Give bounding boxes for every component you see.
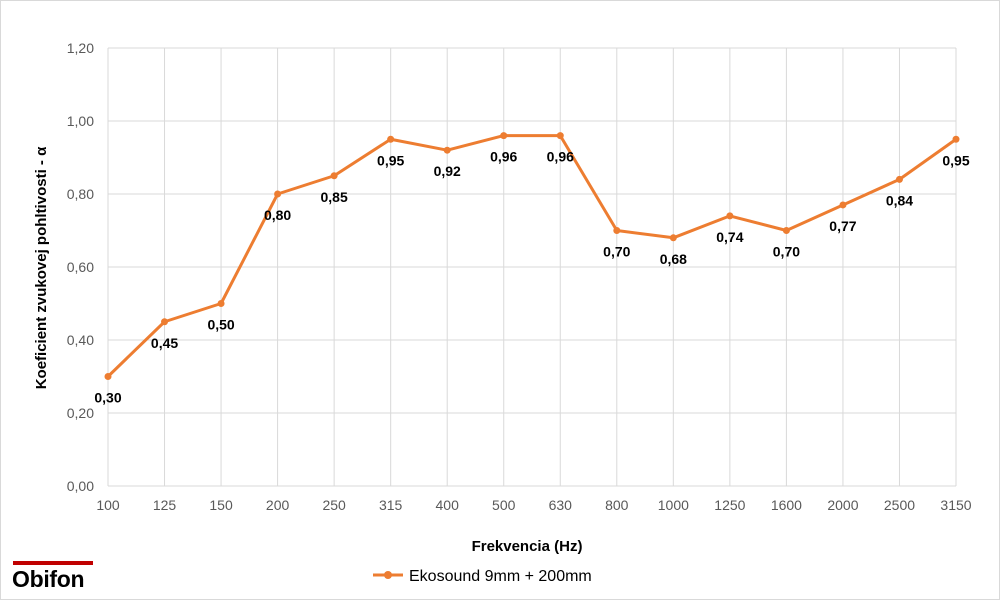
x-tick-label: 1000 bbox=[658, 497, 689, 513]
x-tick-label: 3150 bbox=[940, 497, 971, 513]
y-axis-title: Koeficient zvukovej pohltivosti - α bbox=[33, 146, 50, 389]
data-label: 0,95 bbox=[942, 152, 969, 168]
data-point bbox=[500, 132, 508, 140]
data-point bbox=[556, 132, 564, 140]
x-tick-label: 400 bbox=[436, 497, 460, 513]
x-tick-label: 2000 bbox=[827, 497, 858, 513]
series-line bbox=[104, 132, 960, 380]
data-point bbox=[839, 201, 847, 209]
data-label: 0,80 bbox=[264, 207, 291, 223]
data-label: 0,30 bbox=[94, 390, 121, 406]
x-tick-label: 250 bbox=[322, 497, 346, 513]
data-label: 0,45 bbox=[151, 335, 178, 351]
data-label: 0,74 bbox=[716, 229, 743, 245]
data-label: 0,85 bbox=[321, 189, 348, 205]
data-point bbox=[613, 227, 621, 234]
data-point bbox=[217, 300, 225, 307]
data-point bbox=[726, 212, 734, 220]
gridlines bbox=[107, 47, 957, 487]
data-label: 0,96 bbox=[547, 149, 574, 165]
data-point bbox=[161, 318, 169, 326]
data-point bbox=[104, 373, 112, 380]
y-tick-label: 0,00 bbox=[67, 478, 94, 494]
data-label: 0,77 bbox=[829, 218, 856, 234]
x-tick-label: 500 bbox=[492, 497, 516, 513]
data-label: 0,96 bbox=[490, 149, 517, 165]
obifon-logo: Obifon bbox=[12, 561, 93, 592]
x-tick-labels: 100 125 150 200 250 315 400 500 630 800 1000 1250 16… bbox=[96, 497, 971, 513]
data-label: 0,70 bbox=[603, 244, 630, 260]
y-tick-label: 1,00 bbox=[67, 113, 94, 129]
data-point bbox=[895, 175, 903, 183]
data-label: 0,70 bbox=[773, 244, 800, 260]
x-tick-label: 150 bbox=[209, 497, 233, 513]
data-label: 0,84 bbox=[886, 192, 913, 208]
data-point bbox=[952, 135, 960, 143]
data-label: 0,50 bbox=[207, 317, 234, 333]
y-tick-labels: 0,00 0,20 0,40 0,60 0,80 1,00 1,20 bbox=[67, 40, 94, 494]
legend: Ekosound 9mm + 200mm bbox=[373, 568, 592, 585]
series-line-path bbox=[106, 134, 958, 378]
y-tick-label: 0,60 bbox=[67, 259, 94, 275]
x-tick-label: 200 bbox=[266, 497, 290, 513]
data-point bbox=[387, 135, 395, 143]
data-label: 0,92 bbox=[434, 163, 461, 179]
x-tick-label: 800 bbox=[605, 497, 629, 513]
data-point bbox=[443, 146, 451, 154]
x-tick-label: 1600 bbox=[771, 497, 802, 513]
data-point bbox=[274, 190, 282, 198]
x-tick-label: 100 bbox=[96, 497, 120, 513]
x-tick-label: 1250 bbox=[714, 497, 745, 513]
y-tick-label: 0,40 bbox=[67, 332, 94, 348]
logo-text: Obifon bbox=[12, 566, 84, 592]
x-axis-title: Frekvencia (Hz) bbox=[472, 538, 583, 555]
legend-marker-swatch bbox=[384, 571, 392, 579]
data-label: 0,95 bbox=[377, 152, 404, 168]
x-tick-label: 630 bbox=[549, 497, 573, 513]
legend-series-label: Ekosound 9mm + 200mm bbox=[409, 568, 592, 585]
x-tick-label: 315 bbox=[379, 497, 403, 513]
data-labels: 0,30 0,45 0,50 0,80 0,85 0,95 0,92 0,96 0,96 0,70… bbox=[94, 149, 969, 406]
data-point bbox=[669, 234, 677, 242]
y-tick-label: 0,80 bbox=[67, 186, 94, 202]
x-tick-label: 125 bbox=[153, 497, 177, 513]
data-label: 0,68 bbox=[660, 251, 687, 267]
data-point bbox=[330, 172, 338, 180]
y-tick-label: 1,20 bbox=[67, 40, 94, 56]
data-point bbox=[782, 227, 790, 234]
x-tick-label: 2500 bbox=[884, 497, 915, 513]
logo-bar bbox=[13, 561, 93, 565]
y-tick-label: 0,20 bbox=[67, 405, 94, 421]
